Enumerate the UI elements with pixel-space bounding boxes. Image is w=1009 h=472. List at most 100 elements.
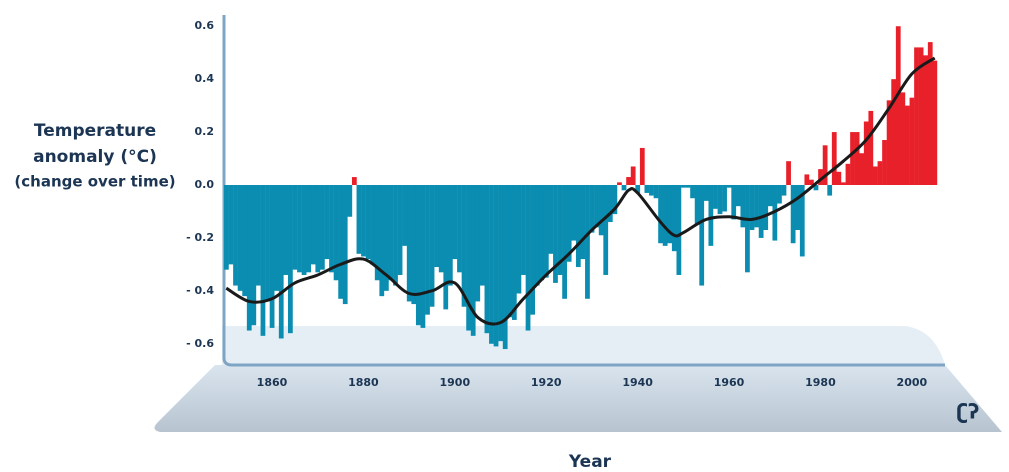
y-tick-label: 0.4 bbox=[195, 72, 215, 85]
bar bbox=[932, 60, 938, 185]
bar bbox=[717, 185, 723, 215]
bar bbox=[804, 174, 810, 185]
bar bbox=[731, 185, 737, 220]
logo: ʗʔ bbox=[957, 400, 980, 424]
bar bbox=[333, 185, 339, 281]
x-tick-label: 2000 bbox=[897, 376, 928, 389]
bar bbox=[438, 185, 444, 273]
bar bbox=[585, 185, 590, 299]
bar bbox=[283, 185, 289, 275]
bar bbox=[667, 185, 673, 244]
x-tick-label: 1960 bbox=[714, 376, 745, 389]
bar bbox=[374, 185, 380, 281]
bar bbox=[767, 185, 773, 207]
bar bbox=[882, 140, 887, 185]
bar bbox=[868, 110, 874, 185]
bar bbox=[694, 185, 700, 225]
bar bbox=[370, 185, 376, 265]
bar bbox=[763, 185, 769, 230]
bar bbox=[457, 185, 462, 273]
bar bbox=[781, 185, 787, 196]
y-tick-label: 0.6 bbox=[195, 19, 215, 32]
bar bbox=[310, 185, 316, 265]
y-tick-label: - 0.4 bbox=[186, 284, 214, 297]
bar bbox=[626, 177, 631, 185]
bar bbox=[516, 185, 522, 294]
bar bbox=[306, 185, 312, 273]
bar bbox=[461, 185, 467, 307]
bar bbox=[228, 185, 234, 265]
bar bbox=[502, 185, 508, 350]
x-tick-label: 1920 bbox=[531, 376, 562, 389]
bar bbox=[703, 185, 709, 201]
bar bbox=[237, 185, 243, 291]
bar bbox=[790, 185, 796, 244]
bar bbox=[612, 185, 618, 215]
bar bbox=[365, 185, 371, 260]
bar bbox=[557, 185, 563, 275]
bar bbox=[224, 185, 229, 270]
bar bbox=[315, 185, 321, 273]
bar bbox=[589, 185, 595, 233]
bar bbox=[662, 185, 668, 246]
bar bbox=[539, 185, 545, 281]
bar bbox=[818, 169, 823, 185]
bar bbox=[630, 166, 636, 185]
y-tick-label: 0.0 bbox=[195, 178, 215, 191]
bar bbox=[297, 185, 302, 273]
bar bbox=[265, 185, 270, 302]
bar bbox=[854, 132, 860, 185]
x-tick-label: 1940 bbox=[622, 376, 653, 389]
bar bbox=[301, 185, 307, 275]
bar bbox=[521, 185, 526, 275]
bar bbox=[356, 185, 362, 254]
bar bbox=[530, 185, 535, 315]
bar bbox=[603, 185, 609, 275]
bar bbox=[713, 185, 718, 209]
x-tick-label: 1860 bbox=[257, 376, 288, 389]
bar bbox=[607, 185, 613, 223]
bar bbox=[548, 185, 554, 254]
y-label: anomaly (°C) bbox=[33, 147, 157, 167]
bar bbox=[594, 185, 599, 228]
bar bbox=[251, 185, 257, 326]
bar bbox=[338, 185, 344, 299]
bar bbox=[841, 182, 846, 185]
bar bbox=[379, 185, 385, 297]
bar bbox=[383, 185, 389, 291]
bar bbox=[562, 185, 567, 299]
bar bbox=[927, 42, 933, 185]
bar bbox=[425, 185, 430, 315]
x-tick-label: 1980 bbox=[805, 376, 836, 389]
bar bbox=[452, 185, 458, 260]
bar bbox=[809, 179, 814, 185]
bar bbox=[644, 185, 650, 193]
bar bbox=[429, 185, 435, 307]
bar bbox=[598, 185, 604, 236]
bar bbox=[740, 185, 746, 228]
bar bbox=[690, 185, 695, 199]
y-label: (change over time) bbox=[14, 173, 175, 191]
bar bbox=[909, 97, 915, 185]
bar bbox=[795, 185, 801, 230]
bar bbox=[685, 185, 691, 188]
bar bbox=[676, 185, 682, 275]
bar bbox=[434, 185, 440, 268]
bar bbox=[649, 185, 654, 196]
bar bbox=[813, 185, 819, 191]
bar bbox=[658, 185, 663, 244]
bar bbox=[525, 185, 531, 331]
bar bbox=[411, 185, 417, 305]
y-label: Temperature bbox=[34, 121, 156, 141]
bar bbox=[831, 132, 837, 185]
bar bbox=[406, 185, 412, 302]
bar bbox=[895, 26, 901, 185]
bar bbox=[361, 185, 366, 257]
bar bbox=[507, 185, 513, 318]
bar bbox=[571, 185, 577, 241]
y-tick-label: - 0.6 bbox=[186, 337, 214, 350]
bar bbox=[278, 185, 284, 339]
bar bbox=[415, 185, 421, 326]
bar bbox=[745, 185, 750, 273]
axis bbox=[222, 15, 945, 367]
